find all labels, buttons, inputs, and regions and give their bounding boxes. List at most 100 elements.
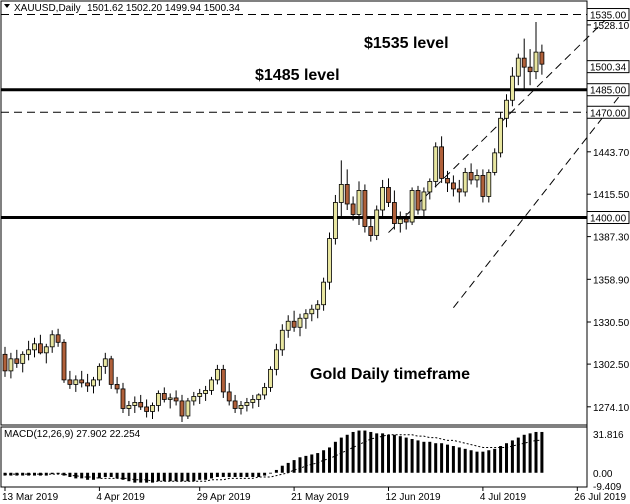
- y-tick-label: 1387.30: [593, 233, 630, 244]
- macd-bar: [221, 472, 225, 477]
- macd-bar: [38, 472, 42, 476]
- candle-bear: [450, 182, 456, 190]
- macd-bar: [62, 472, 66, 476]
- candle-bear: [67, 379, 73, 385]
- macd-bar: [304, 455, 308, 473]
- level-labels: 1535.00 1485.00 1470.00 1400.00 1500.34: [586, 8, 630, 225]
- macd-bar: [369, 431, 373, 473]
- candle-bull: [462, 172, 468, 193]
- candle-bear: [55, 334, 61, 343]
- candle-bull: [43, 346, 49, 354]
- macd-bar: [322, 450, 326, 473]
- candle-bear: [114, 384, 120, 390]
- candle-bear: [2, 353, 8, 372]
- macd-bar: [522, 434, 526, 473]
- candle-bull: [309, 308, 315, 315]
- candle-bull: [409, 190, 415, 223]
- macd-bar: [80, 472, 84, 479]
- current-price-tag: [586, 60, 630, 74]
- macd-bar: [27, 472, 31, 476]
- x-tick-label: 12 Jun 2019: [386, 492, 441, 503]
- macd-bar: [233, 472, 237, 477]
- macd-bar: [92, 472, 95, 480]
- candlesticks: [2, 22, 545, 422]
- candle-bull: [285, 320, 291, 331]
- macd-bar: [363, 430, 367, 473]
- macd-tick-label: 0.00: [593, 469, 613, 480]
- candle-bull: [132, 402, 138, 406]
- macd-bar: [516, 437, 520, 473]
- macd-bar: [328, 447, 331, 473]
- candle-bear: [138, 402, 144, 408]
- candle-bull: [279, 329, 285, 351]
- x-tick-label: 21 May 2019: [291, 492, 349, 503]
- macd-bar: [534, 431, 538, 473]
- macd-bar: [345, 434, 349, 473]
- macd-bar: [215, 472, 219, 477]
- macd-bar: [487, 450, 491, 473]
- candle-bull: [303, 313, 309, 319]
- macd-bar: [74, 472, 78, 479]
- macd-bar: [416, 440, 420, 473]
- date-ticks: 13 Mar 2019 4 Apr 2019 29 Apr 2019 21 May 2…: [2, 487, 626, 503]
- candle-bear: [386, 187, 391, 203]
- candle-bull: [209, 379, 214, 391]
- candle-bull: [102, 358, 108, 367]
- macd-bar: [475, 451, 479, 473]
- macd-bar: [463, 448, 467, 473]
- candle-bear: [144, 406, 150, 412]
- price-panel: [0, 0, 588, 426]
- macd-bar: [286, 462, 290, 473]
- current-price-label: 1500.34: [590, 63, 627, 74]
- macd-series: 31.816 0.00 -9.409: [3, 430, 624, 493]
- macd-bar: [204, 472, 208, 480]
- candle-bear: [173, 397, 179, 402]
- macd-bar: [103, 472, 107, 477]
- channel-line-lower: [453, 96, 619, 309]
- macd-bar: [133, 472, 137, 483]
- annotation-1485: $1485 level: [255, 67, 340, 84]
- candle-bull: [427, 181, 433, 193]
- price-ticks: 1528.10 1443.70 1415.50 1387.30 1358.90 1330.…: [587, 21, 630, 414]
- candle-bull: [374, 209, 380, 236]
- level-tag-1535.00: [586, 8, 630, 22]
- macd-bar: [440, 443, 444, 473]
- macd-bar: [257, 472, 261, 477]
- candle-bear: [468, 172, 474, 181]
- y-tick-label: 1358.90: [593, 275, 630, 286]
- candle-bull: [20, 353, 26, 364]
- macd-bar: [499, 446, 503, 473]
- candle-bull: [8, 358, 14, 372]
- candle-bull: [397, 218, 403, 224]
- macd-bar: [97, 472, 101, 479]
- candle-bull: [203, 390, 209, 394]
- macd-bar: [251, 472, 255, 477]
- candle-bull: [380, 187, 386, 211]
- level-tag-1470.00: [586, 105, 630, 119]
- level-label-1535.00: 1535.00: [590, 11, 627, 22]
- y-tick-label: 1415.50: [593, 190, 630, 201]
- macd-bar: [540, 431, 544, 473]
- candle-bear: [108, 358, 114, 385]
- candle-bull: [492, 152, 498, 173]
- macd-bar: [239, 472, 243, 477]
- candle-bear: [480, 175, 486, 197]
- candle-bull: [515, 57, 521, 77]
- macd-tick-label: 31.816: [593, 430, 624, 441]
- candle-bull: [327, 238, 332, 283]
- candle-bear: [291, 320, 297, 328]
- macd-bar: [269, 472, 272, 474]
- candle-bear: [232, 400, 238, 409]
- macd-bar: [434, 443, 438, 473]
- macd-bar: [398, 436, 402, 473]
- symbol-label: XAUUSD,Daily: [14, 3, 81, 14]
- macd-bar: [15, 472, 19, 476]
- candle-bull: [421, 191, 427, 211]
- collapse-triangle-icon[interactable]: [4, 4, 10, 8]
- candle-bull: [97, 365, 102, 381]
- candle-bear: [527, 66, 533, 73]
- y-tick-label: 1528.10: [593, 21, 630, 32]
- candle-bull: [167, 397, 173, 400]
- candle-bull: [356, 190, 362, 215]
- candle-bull: [315, 304, 321, 310]
